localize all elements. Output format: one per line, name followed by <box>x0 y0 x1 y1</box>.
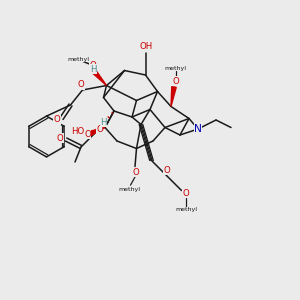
Polygon shape <box>171 87 176 106</box>
Text: O: O <box>90 61 96 70</box>
Text: O: O <box>172 76 179 85</box>
Text: O: O <box>164 166 170 175</box>
Text: H: H <box>90 64 96 74</box>
Text: O: O <box>96 124 103 134</box>
Text: N: N <box>194 124 202 134</box>
Text: O: O <box>183 189 189 198</box>
Text: methyl: methyl <box>118 187 140 191</box>
Text: OH: OH <box>140 42 153 51</box>
Text: O: O <box>78 80 84 89</box>
Text: O: O <box>57 134 63 142</box>
Text: HO: HO <box>71 128 84 136</box>
Text: methyl: methyl <box>67 57 89 62</box>
Text: H: H <box>100 118 107 127</box>
Polygon shape <box>89 128 105 136</box>
Text: O: O <box>84 130 91 139</box>
Text: methyl: methyl <box>175 208 197 212</box>
Text: O: O <box>54 116 60 124</box>
Polygon shape <box>93 70 106 86</box>
Text: methyl: methyl <box>164 66 187 71</box>
Text: O: O <box>132 168 139 177</box>
